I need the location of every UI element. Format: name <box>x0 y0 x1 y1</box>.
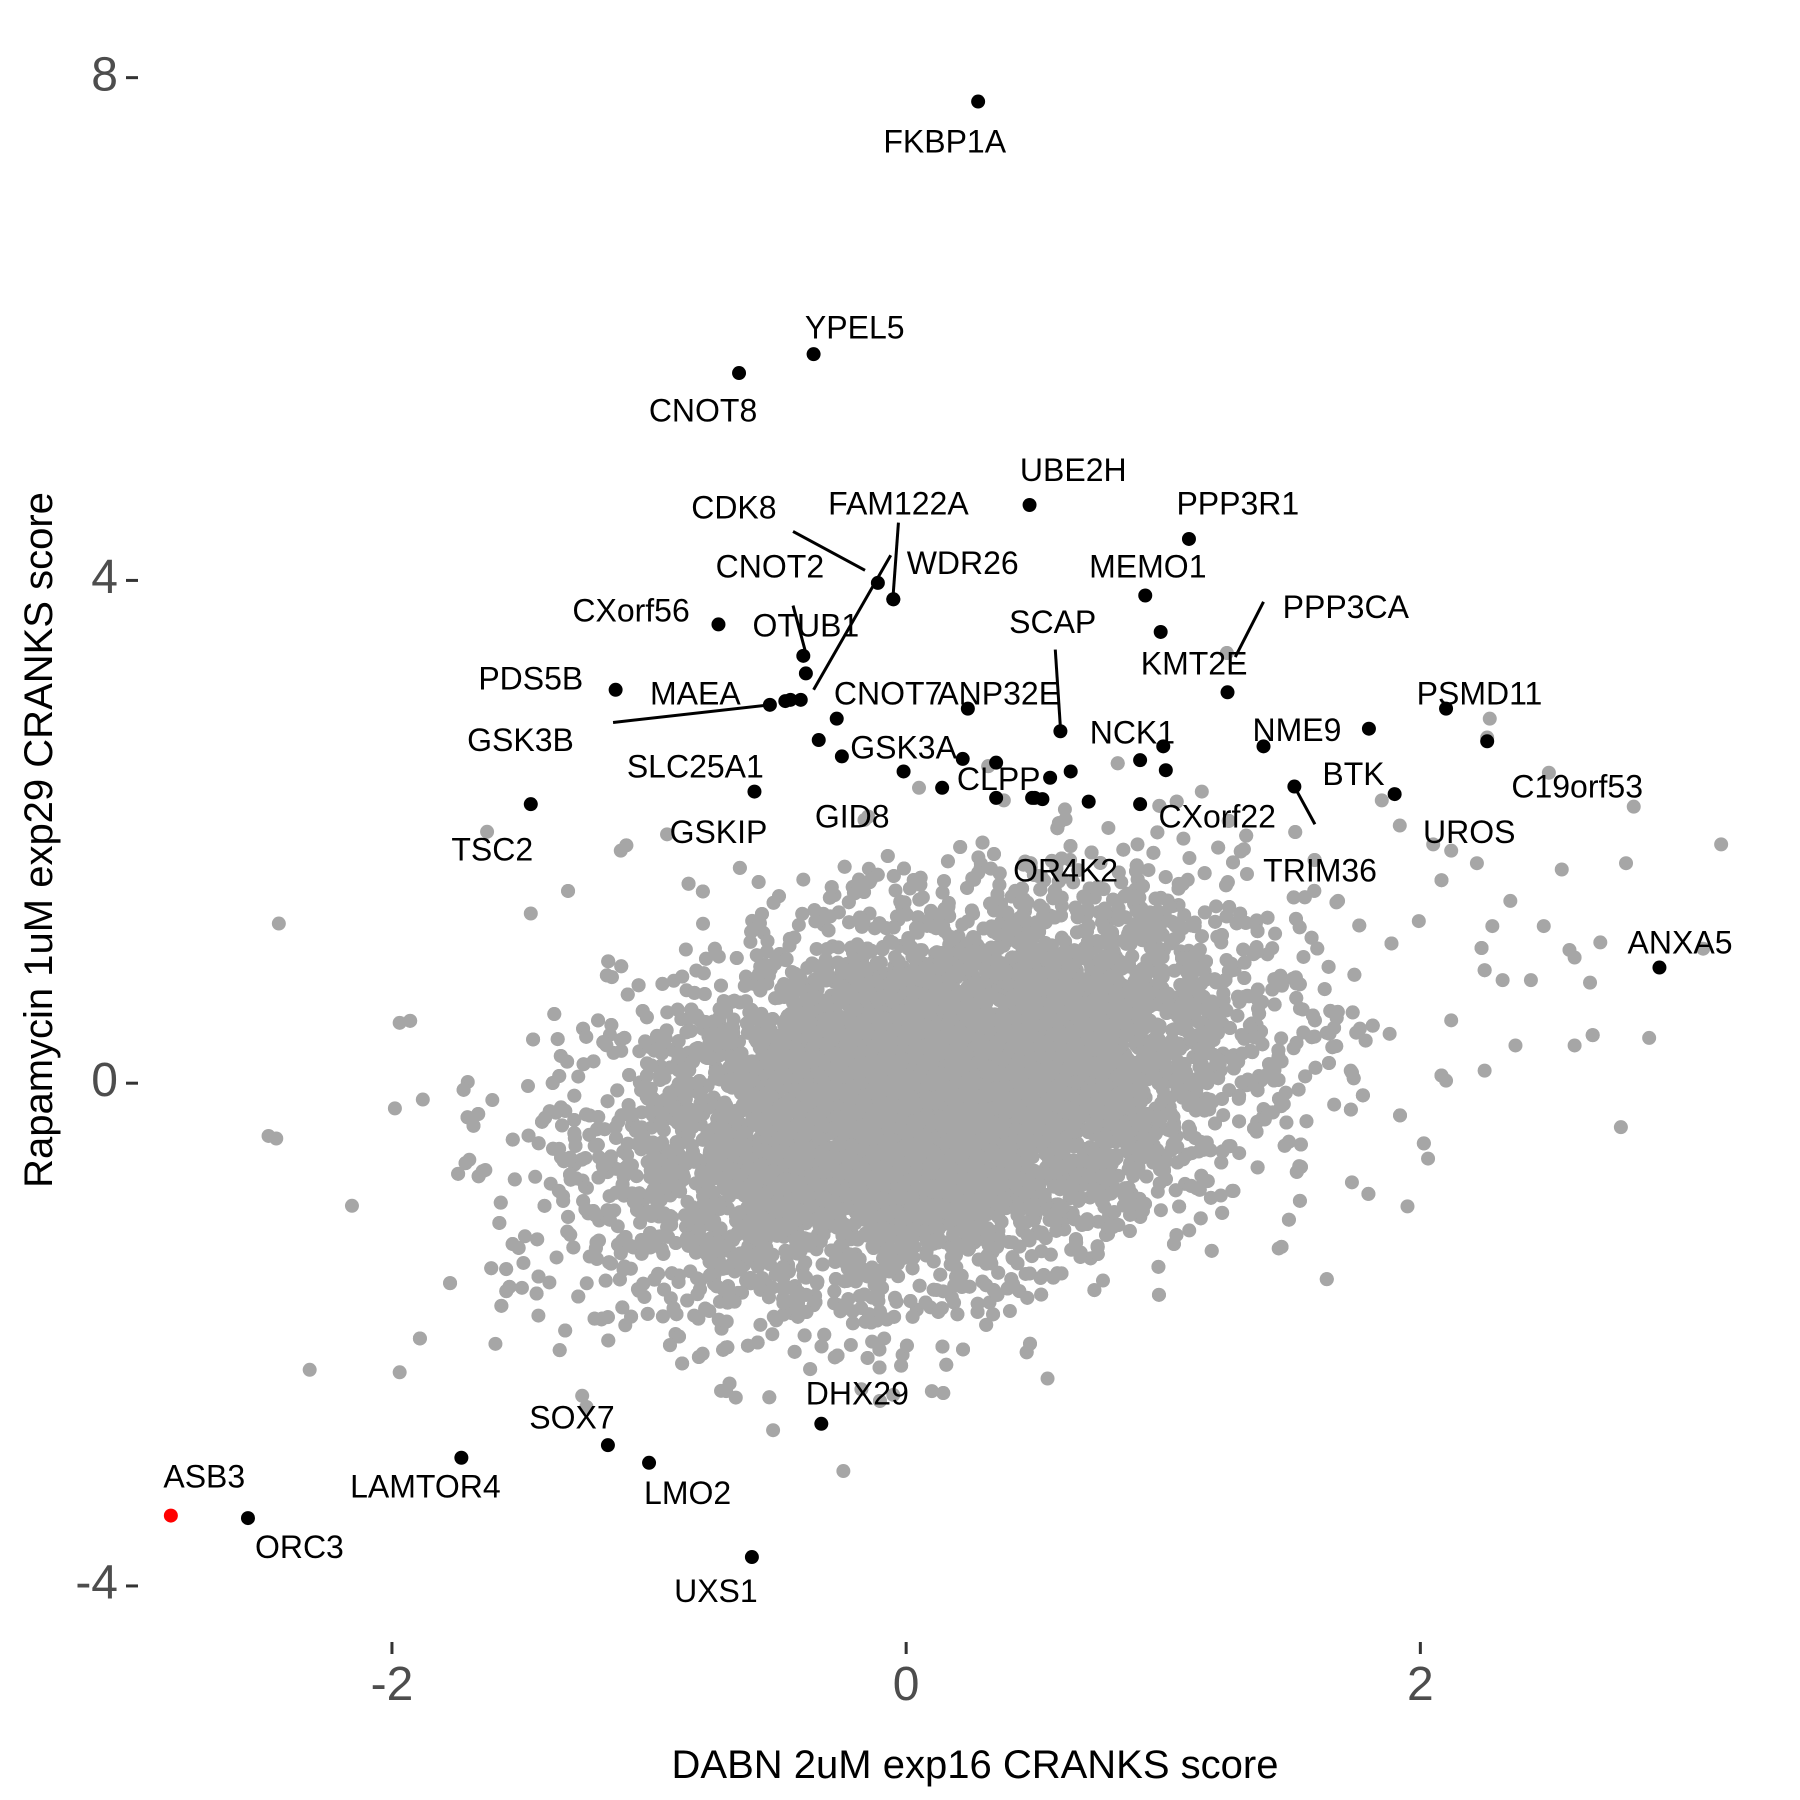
background-point <box>528 1169 543 1184</box>
background-point <box>1141 863 1156 878</box>
background-point <box>1209 899 1224 914</box>
background-point <box>1327 1097 1342 1112</box>
background-point <box>944 1290 959 1305</box>
background-point <box>485 1093 500 1108</box>
background-point <box>1176 831 1191 846</box>
background-point <box>531 1308 546 1323</box>
background-point <box>571 1069 586 1084</box>
background-point <box>542 1275 557 1290</box>
background-point <box>1150 1184 1165 1199</box>
background-point <box>678 942 693 957</box>
background-point <box>843 1337 858 1352</box>
background-point <box>743 934 758 949</box>
background-point <box>575 1388 590 1403</box>
background-point <box>1095 1273 1110 1288</box>
background-point <box>1344 1175 1359 1190</box>
background-point <box>387 1101 402 1116</box>
background-point <box>696 916 711 931</box>
background-point <box>579 1276 594 1291</box>
background-point <box>1274 1031 1289 1046</box>
background-point <box>1296 949 1311 964</box>
background-point <box>1153 1203 1168 1218</box>
background-point <box>514 1280 529 1295</box>
background-point <box>888 883 903 898</box>
background-point <box>520 1079 535 1094</box>
background-point <box>1182 1223 1197 1238</box>
background-point <box>831 940 846 955</box>
background-point <box>809 941 824 956</box>
background-point <box>1411 914 1426 929</box>
background-point <box>820 942 835 957</box>
background-point <box>1268 926 1283 941</box>
background-point <box>1239 866 1254 881</box>
background-point <box>854 1382 869 1397</box>
background-point <box>791 917 806 932</box>
background-point <box>1101 820 1116 835</box>
background-point <box>488 1336 503 1351</box>
background-point <box>766 1423 781 1438</box>
background-point <box>1382 1026 1397 1041</box>
background-point <box>516 1255 531 1270</box>
background-point <box>1182 851 1197 866</box>
background-point <box>836 1464 851 1479</box>
background-point <box>753 1317 768 1332</box>
background-point <box>344 1198 359 1213</box>
background-point <box>517 1229 532 1244</box>
background-point <box>1002 1304 1017 1319</box>
background-point <box>1349 1025 1364 1040</box>
background-point <box>1265 941 1280 956</box>
background-point <box>765 1327 780 1342</box>
background-points-layer <box>344 646 1600 1479</box>
background-point <box>1071 863 1086 878</box>
background-point <box>614 1043 629 1058</box>
background-point <box>549 1250 564 1265</box>
background-point <box>877 1331 892 1346</box>
